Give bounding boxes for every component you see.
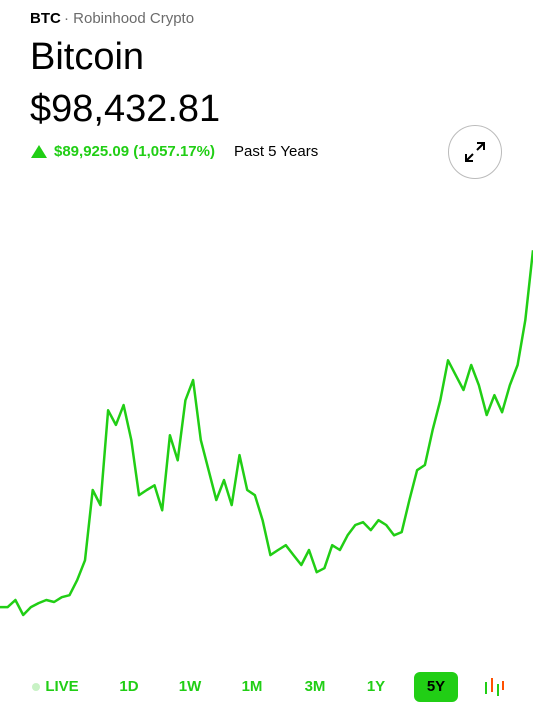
price-line (0, 250, 533, 617)
live-dot (32, 683, 40, 691)
range-tab[interactable]: 1W (178, 678, 202, 695)
price: $98,432.81 (30, 88, 221, 130)
expand-icon (465, 142, 485, 162)
range-tab[interactable]: 1D (119, 678, 139, 695)
up-arrow (31, 145, 47, 158)
expand-button[interactable] (448, 125, 502, 179)
range-tab[interactable]: 1M (241, 678, 263, 695)
candle-icon[interactable] (483, 676, 505, 698)
range-tab[interactable]: 1Y (366, 678, 386, 695)
period: Past 5 Years (234, 143, 319, 160)
asset-name: Bitcoin (30, 36, 145, 78)
change: $89,925.09 (1,057.17%) (54, 143, 215, 160)
range-tabs: LIVE 1D 1W 1M 3M 1Y 5Y (0, 672, 533, 702)
range-tab[interactable]: 3M (304, 678, 326, 695)
price-chart (0, 250, 533, 617)
source: · Robinhood Crypto (64, 10, 195, 27)
range-tab[interactable]: LIVE (45, 678, 79, 695)
symbol: BTC (30, 10, 61, 27)
range-tab[interactable]: 5Y (414, 672, 458, 702)
